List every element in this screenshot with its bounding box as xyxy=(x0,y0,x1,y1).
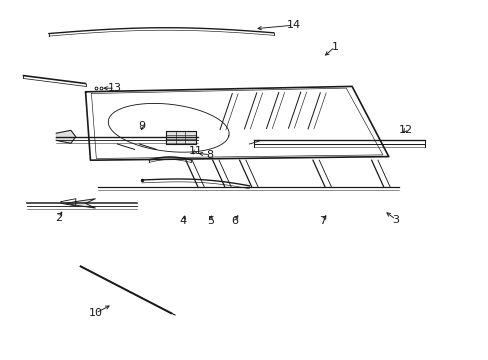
Text: 6: 6 xyxy=(231,216,238,226)
Text: 11: 11 xyxy=(188,146,202,156)
Text: 4: 4 xyxy=(180,216,186,226)
Text: 5: 5 xyxy=(206,216,213,226)
Text: 3: 3 xyxy=(392,215,399,225)
Polygon shape xyxy=(56,130,76,143)
Text: 9: 9 xyxy=(138,121,145,131)
Text: 14: 14 xyxy=(286,20,300,30)
Text: 12: 12 xyxy=(398,125,412,135)
Text: 13: 13 xyxy=(108,83,122,93)
Polygon shape xyxy=(66,199,95,208)
Text: 2: 2 xyxy=(55,213,62,223)
Text: 8: 8 xyxy=(206,150,213,160)
Text: 7: 7 xyxy=(319,216,325,226)
Text: 1: 1 xyxy=(331,42,338,52)
Text: 10: 10 xyxy=(88,308,102,318)
Polygon shape xyxy=(166,131,195,144)
